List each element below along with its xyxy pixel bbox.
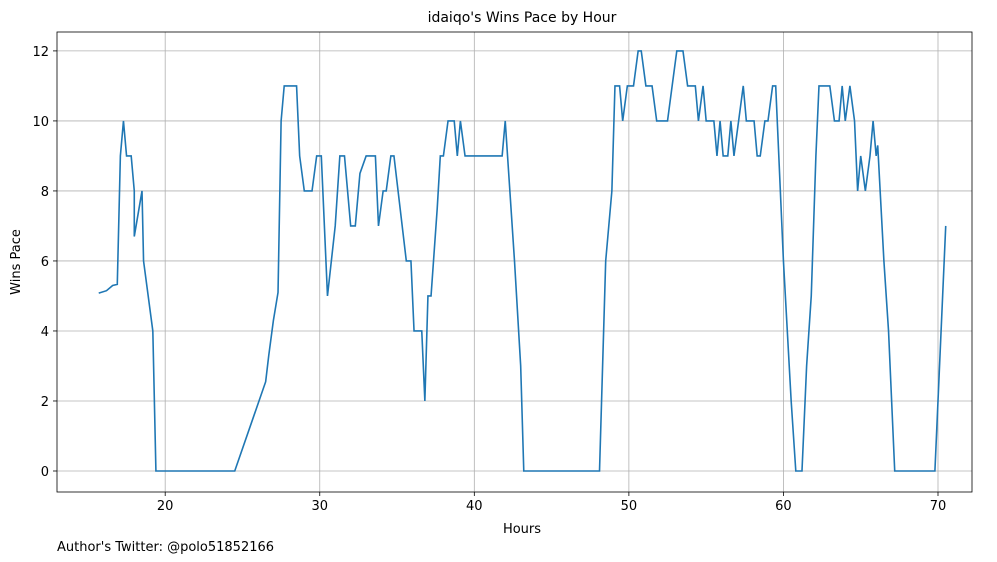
x-tick-label: 40 [466, 499, 483, 514]
x-tick-label: 60 [775, 499, 792, 514]
y-axis-label: Wins Pace [9, 229, 24, 295]
y-tick-label: 8 [41, 185, 49, 200]
y-tick-label: 2 [41, 395, 49, 410]
x-axis-label: Hours [503, 522, 541, 537]
x-tick-label: 30 [311, 499, 328, 514]
y-tick-label: 0 [41, 465, 49, 480]
x-tick-label: 50 [621, 499, 638, 514]
y-tick-label: 10 [32, 115, 49, 130]
x-tick-label: 70 [930, 499, 947, 514]
y-tick-label: 4 [41, 325, 49, 340]
y-tick-label: 12 [32, 45, 49, 60]
chart-title: idaiqo's Wins Pace by Hour [428, 10, 617, 26]
x-tick-label: 20 [157, 499, 174, 514]
data-line [98, 50, 947, 472]
y-tick-label: 6 [41, 255, 49, 270]
plot-frame [56, 31, 973, 493]
footer: Author's Twitter: @polo51852166 [57, 540, 274, 555]
